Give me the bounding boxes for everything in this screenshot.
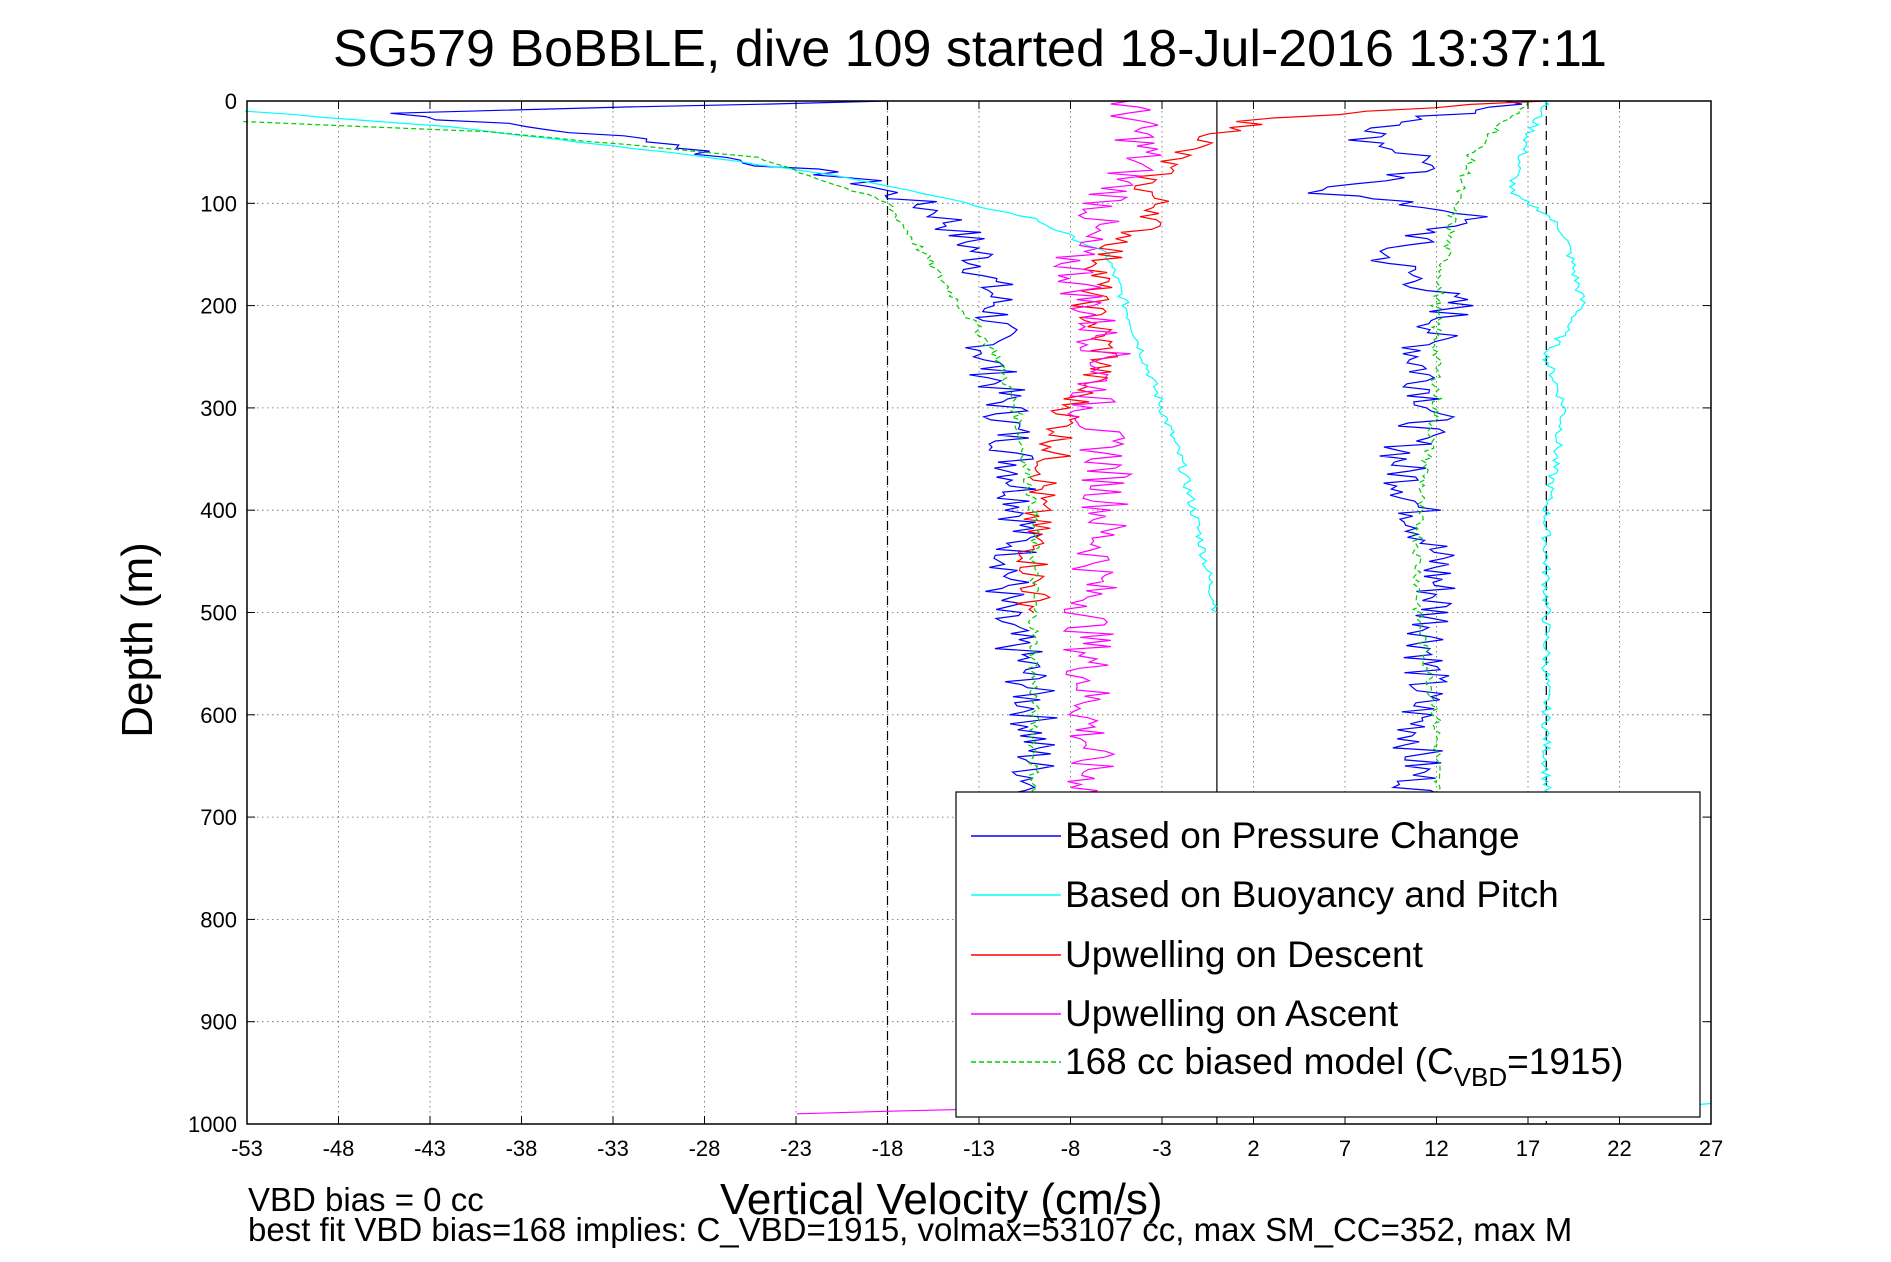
x-tick-label: -48: [323, 1136, 355, 1161]
x-tick-label: -8: [1061, 1136, 1081, 1161]
footer-best-fit: best fit VBD bias=168 implies: C_VBD=191…: [248, 1211, 1573, 1248]
legend-label: 168 cc biased model (CVBD=1915): [1065, 1041, 1623, 1092]
chart-title: SG579 BoBBLE, dive 109 started 18-Jul-20…: [333, 20, 1607, 78]
y-tick-label: 400: [200, 498, 237, 523]
x-tick-label: 12: [1424, 1136, 1448, 1161]
series-line: [1508, 100, 1587, 797]
series-line: [1412, 100, 1529, 798]
legend-label: Upwelling on Descent: [1065, 934, 1424, 975]
y-axis-label: Depth (m): [113, 542, 162, 738]
y-tick-label: 600: [200, 703, 237, 728]
x-tick-label: 22: [1607, 1136, 1631, 1161]
legend-label: Based on Pressure Change: [1065, 815, 1520, 856]
y-tick-label: 900: [200, 1010, 237, 1035]
x-axis-tick-labels: -53 -48 -43 -38 -33 -28 -23 -18 -13 -8 -3 2 7 12 17 22 2…: [231, 1136, 1723, 1161]
y-tick-label: 0: [225, 89, 237, 114]
series-line: [245, 110, 1218, 614]
x-tick-label: -18: [872, 1136, 904, 1161]
x-tick-label: -53: [231, 1136, 263, 1161]
x-tick-label: -3: [1152, 1136, 1172, 1161]
x-tick-label: -23: [780, 1136, 812, 1161]
y-tick-label: 700: [200, 805, 237, 830]
legend-label-main: 168 cc biased model (C: [1065, 1041, 1454, 1082]
x-tick-label: 7: [1339, 1136, 1351, 1161]
footer-vbd-bias: VBD bias = 0 cc: [248, 1181, 484, 1218]
y-tick-label: 200: [200, 294, 237, 319]
x-tick-label: -38: [506, 1136, 538, 1161]
series-168-cc-biased-model-c-vbd-1915: [243, 100, 1529, 798]
axis-ticks: [246, 100, 1712, 1125]
legend-label: Based on Buoyancy and Pitch: [1065, 874, 1559, 915]
x-axis-label: Vertical Velocity (cm/s): [720, 1175, 1163, 1224]
x-tick-label: 2: [1247, 1136, 1259, 1161]
x-tick-label: -33: [597, 1136, 629, 1161]
legend-label-tail: =1915): [1507, 1041, 1623, 1082]
series-line: [1052, 100, 1162, 798]
y-tick-label: 100: [200, 191, 237, 216]
y-axis-tick-labels: 0 100 200 300 400 500 600 700 800 900 1000: [188, 89, 237, 1137]
legend-box: [955, 791, 1701, 1118]
y-tick-label: 500: [200, 601, 237, 626]
x-tick-label: 27: [1699, 1136, 1723, 1161]
series-line: [1307, 100, 1523, 798]
series-upwelling-on-descent: [1015, 100, 1547, 614]
legend-label: Upwelling on Ascent: [1065, 993, 1399, 1034]
y-tick-label: 300: [200, 396, 237, 421]
series-line: [390, 100, 1058, 798]
y-tick-label: 800: [200, 907, 237, 932]
x-tick-label: 17: [1516, 1136, 1540, 1161]
y-tick-label: 1000: [188, 1112, 237, 1137]
series-line: [1015, 100, 1547, 614]
series-line: [243, 120, 1041, 797]
x-tick-label: -13: [963, 1136, 995, 1161]
x-tick-label: -43: [414, 1136, 446, 1161]
x-tick-label: -28: [689, 1136, 721, 1161]
legend-label-sub: VBD: [1454, 1062, 1507, 1092]
legend: Based on Pressure Change Based on Buoyanc…: [955, 791, 1701, 1118]
